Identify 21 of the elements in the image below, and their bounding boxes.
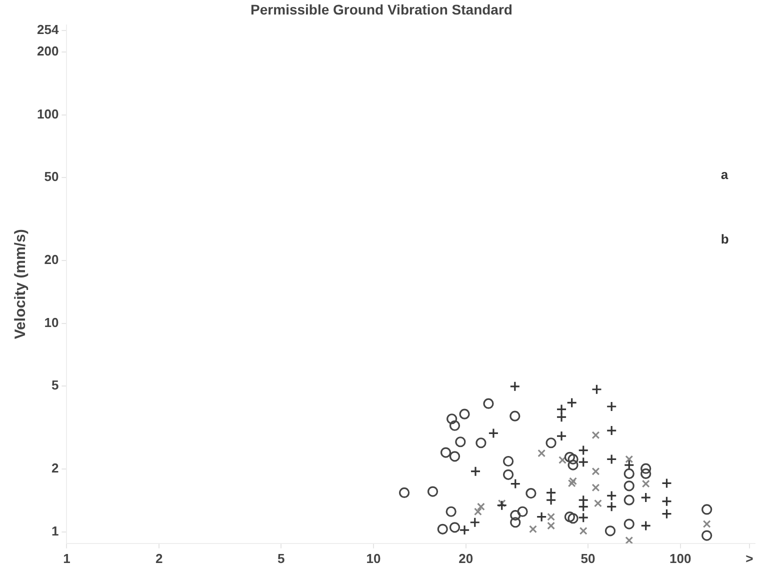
annotation: a (720, 166, 729, 182)
y-tick-label: 20 (44, 252, 59, 268)
chart-title: Permissible Ground Vibration Standard (250, 1, 512, 18)
x-tick-label: 10 (366, 550, 381, 566)
y-tick-label: 100 (36, 106, 59, 122)
x-tick-label: > (746, 550, 754, 566)
x-tick-label: 2 (155, 550, 163, 566)
x-tick-label: 1 (63, 550, 70, 566)
y-tick-label: 10 (44, 314, 59, 330)
x-tick-label: 100 (669, 550, 692, 566)
y-tick-label: 1 (51, 523, 59, 538)
y-tick-label: 2 (51, 460, 59, 476)
y-tick-label: 5 (51, 378, 59, 393)
y-tick-label: 254 (36, 22, 60, 37)
x-tick-label: 50 (580, 550, 596, 566)
y-tick-label: 50 (44, 169, 59, 184)
x-tick-label: 20 (458, 550, 474, 566)
annotation: b (720, 232, 729, 247)
y-axis-title: Velocity (mm/s) (12, 229, 30, 340)
y-tick-label: 200 (36, 44, 59, 59)
x-tick-label: 5 (278, 550, 285, 566)
